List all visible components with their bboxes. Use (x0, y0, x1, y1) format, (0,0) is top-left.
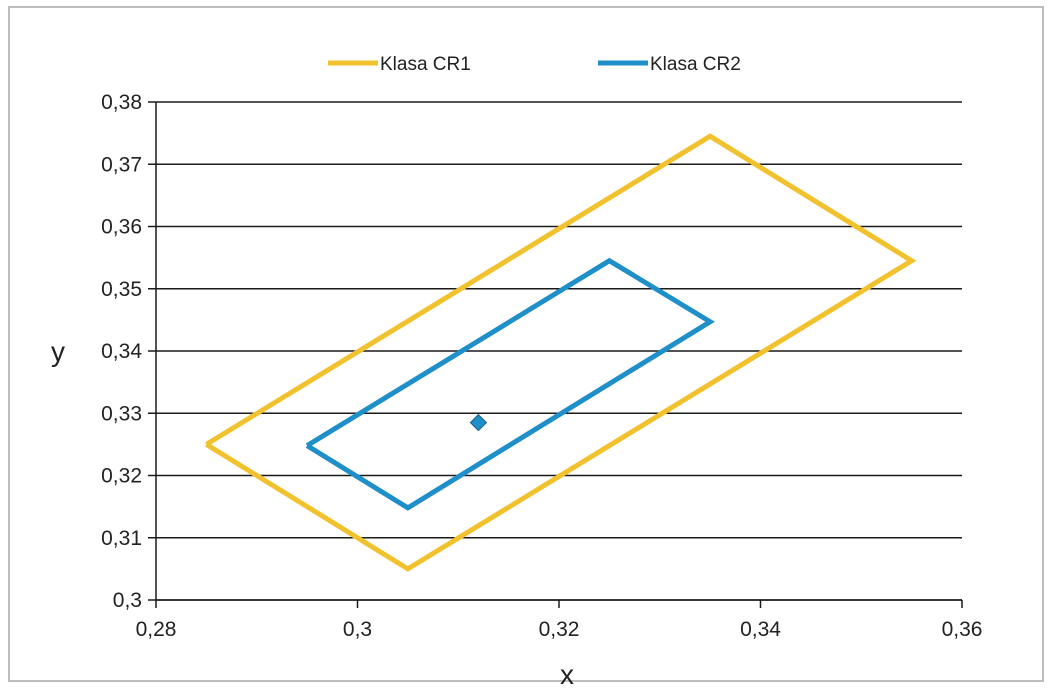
x-tick-label: 0,32 (539, 618, 580, 641)
x-tick-label: 0,34 (740, 618, 781, 641)
x-tick-label: 0,28 (136, 618, 177, 641)
x-tick-label: 0,3 (343, 618, 372, 641)
x-tick-labels: 0,28 0,3 0,32 0,34 0,36 (136, 618, 983, 641)
y-tick-label: 0,3 (113, 589, 142, 612)
x-tick-label: 0,36 (942, 618, 983, 641)
axes (148, 101, 963, 608)
y-tick-label: 0,33 (101, 402, 142, 425)
y-tick-label: 0,34 (101, 340, 142, 363)
y-tick-label: 0,31 (101, 527, 142, 550)
y-tick-label: 0,35 (101, 278, 142, 301)
series-line-2 (305, 257, 715, 511)
chart-frame (8, 6, 1044, 682)
y-tick-label: 0,36 (101, 216, 142, 239)
y-tick-labels: 0,3 0,31 0,32 0,33 0,34 0,35 0,36 0,37 0,38 (101, 91, 142, 612)
y-tick-label: 0,32 (101, 465, 142, 488)
y-axis-title: y (51, 336, 65, 367)
gridlines (156, 101, 962, 601)
legend-label-2: Klasa CR2 (650, 54, 741, 75)
series-layer (205, 133, 917, 572)
data-point-marker (469, 413, 488, 432)
legend-label-1: Klasa CR1 (380, 54, 471, 75)
series-line-1 (205, 133, 917, 572)
y-tick-label: 0,37 (101, 153, 142, 176)
legend: Klasa CR1 Klasa CR2 (328, 54, 741, 75)
y-tick-label: 0,38 (101, 91, 142, 114)
x-axis-title: x (560, 659, 574, 690)
